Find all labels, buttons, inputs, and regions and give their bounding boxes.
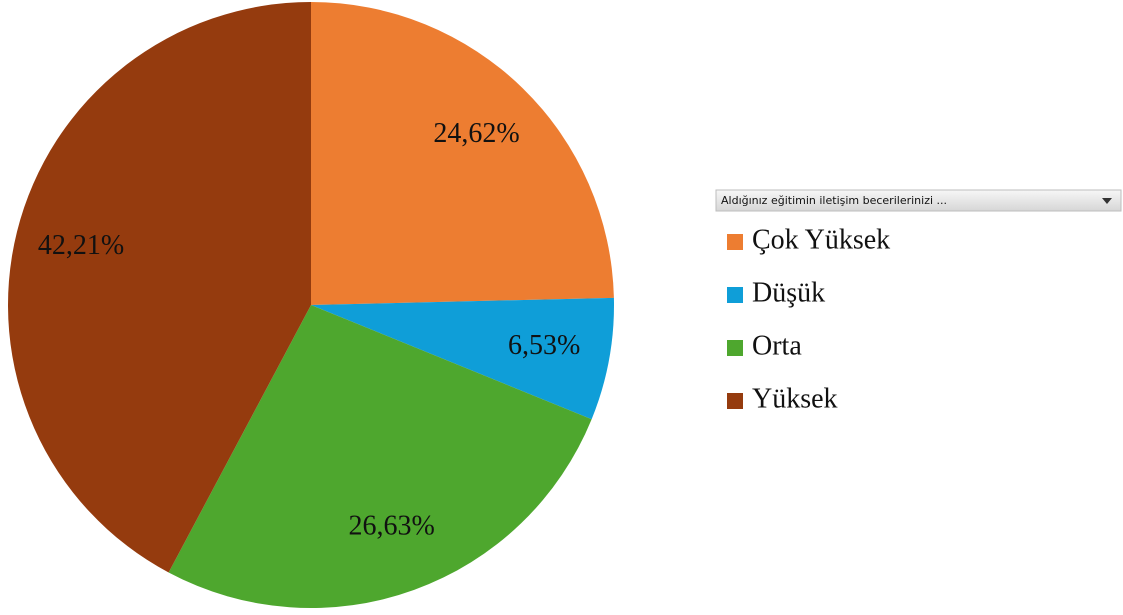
filter-button[interactable] — [715, 189, 1122, 212]
data-label: 6,53% — [508, 330, 580, 361]
legend-swatch — [727, 393, 743, 409]
pie-slice — [168, 305, 592, 608]
legend-filter[interactable]: Aldığınız eğitimin iletişim becerilerini… — [715, 189, 1122, 212]
dropdown-arrow[interactable] — [1102, 198, 1112, 204]
legend-label: Çok Yüksek — [752, 224, 890, 255]
legend-label: Düşük — [752, 277, 825, 308]
legend-title: Aldığınız eğitimin iletişim becerilerini… — [721, 194, 947, 207]
pie-slice — [311, 297, 614, 420]
data-label: 24,62% — [433, 118, 519, 149]
data-label: 26,63% — [349, 510, 435, 541]
legend-swatch — [727, 287, 743, 303]
legend-label: Orta — [752, 330, 802, 361]
pie-slice — [311, 2, 614, 305]
data-label: 42,21% — [38, 230, 124, 261]
legend-swatch — [727, 234, 743, 250]
legend-label: Yüksek — [752, 383, 838, 414]
pie-slice — [7, 2, 312, 573]
legend-swatch — [727, 340, 743, 356]
